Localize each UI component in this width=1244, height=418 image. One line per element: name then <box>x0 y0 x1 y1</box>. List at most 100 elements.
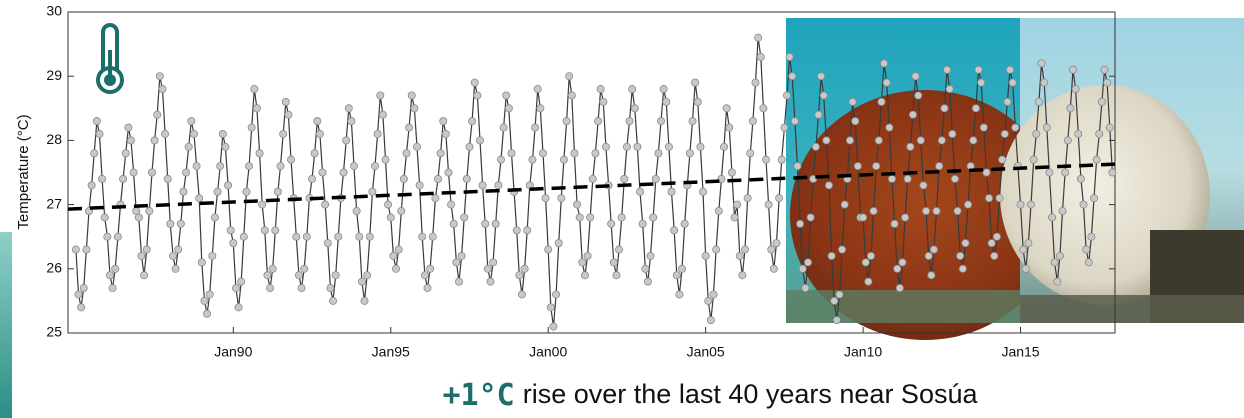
temperature-point <box>95 129 104 138</box>
temperature-point <box>407 91 416 100</box>
temperature-point <box>195 194 204 203</box>
temperature-point <box>730 213 739 222</box>
temperature-point <box>221 142 230 151</box>
temperature-point <box>538 149 547 158</box>
temperature-point <box>355 232 364 241</box>
temperature-point <box>1019 245 1028 254</box>
temperature-point <box>578 258 587 267</box>
temperature-point <box>231 284 240 293</box>
temperature-point <box>528 155 537 164</box>
temperature-point <box>709 290 718 299</box>
temperature-point <box>502 91 511 100</box>
temperature-point <box>814 110 823 119</box>
temperature-point <box>90 149 99 158</box>
temperature-point <box>250 85 259 94</box>
temperature-point <box>449 219 458 228</box>
temperature-point <box>922 207 931 216</box>
temperature-point <box>609 258 618 267</box>
temperature-point <box>680 219 689 228</box>
temperature-point <box>1011 123 1020 132</box>
temperature-point <box>704 296 713 305</box>
temperature-point <box>1103 78 1112 87</box>
temperature-point <box>292 232 301 241</box>
temperature-point <box>460 213 469 222</box>
temperature-point <box>245 162 254 171</box>
temperature-point <box>1006 65 1015 74</box>
temperature-point <box>1066 104 1075 113</box>
thermometer-tube <box>101 23 119 70</box>
temperature-point <box>701 251 710 260</box>
temperature-point <box>780 123 789 132</box>
sea-floor <box>786 290 1020 323</box>
temperature-point <box>113 232 122 241</box>
temperature-point <box>82 245 91 254</box>
temperature-point <box>321 200 330 209</box>
temperature-point <box>205 290 214 299</box>
temperature-point <box>184 142 193 151</box>
x-tick-label: Jan90 <box>214 344 252 360</box>
temperature-point <box>381 155 390 164</box>
temperature-point <box>751 78 760 87</box>
temperature-point <box>772 239 781 248</box>
temperature-point <box>294 271 303 280</box>
temperature-point <box>161 129 170 138</box>
x-tick-label: Jan00 <box>529 344 567 360</box>
temperature-point <box>394 245 403 254</box>
temperature-point <box>494 181 503 190</box>
temperature-point <box>475 136 484 145</box>
temperature-point <box>402 149 411 158</box>
temperature-point <box>882 78 891 87</box>
temperature-point <box>129 168 138 177</box>
temperature-point <box>179 187 188 196</box>
temperature-point <box>643 277 652 286</box>
temperature-point <box>927 271 936 280</box>
temperature-point <box>720 142 729 151</box>
temperature-point <box>557 194 566 203</box>
temperature-point <box>651 174 660 183</box>
temperature-point <box>929 245 938 254</box>
temperature-point <box>801 284 810 293</box>
temperature-point <box>853 162 862 171</box>
temperature-point <box>444 168 453 177</box>
temperature-point <box>454 277 463 286</box>
temperature-point <box>260 226 269 235</box>
temperature-point <box>874 136 883 145</box>
temperature-point <box>914 91 923 100</box>
temperature-point <box>712 245 721 254</box>
temperature-point <box>171 264 180 273</box>
temperature-point <box>633 142 642 151</box>
temperature-point <box>515 271 524 280</box>
temperature-point <box>216 162 225 171</box>
temperature-point <box>187 117 196 126</box>
temperature-point <box>591 149 600 158</box>
temperature-point <box>347 117 356 126</box>
temperature-point <box>869 207 878 216</box>
temperature-point <box>263 271 272 280</box>
temperature-point <box>901 213 910 222</box>
temperature-point <box>741 245 750 254</box>
temperature-point <box>163 174 172 183</box>
temperature-point <box>1000 129 1009 138</box>
temperature-point <box>622 142 631 151</box>
temperature-point <box>559 155 568 164</box>
temperature-point <box>357 277 366 286</box>
temperature-point <box>239 232 248 241</box>
temperature-point <box>827 251 836 260</box>
temperature-point <box>415 181 424 190</box>
temperature-point <box>919 181 928 190</box>
temperature-point <box>1029 155 1038 164</box>
temperature-point <box>985 194 994 203</box>
temperature-point <box>998 155 1007 164</box>
temperature-point <box>203 309 212 318</box>
temperature-point <box>507 149 516 158</box>
temperature-point <box>279 129 288 138</box>
temperature-point <box>796 219 805 228</box>
temperature-point <box>575 213 584 222</box>
temperature-point <box>71 245 80 254</box>
y-tick-label: 30 <box>46 3 62 19</box>
temperature-point <box>546 303 555 312</box>
temperature-point <box>1050 258 1059 267</box>
temperature-point <box>318 168 327 177</box>
temperature-point <box>573 200 582 209</box>
temperature-point <box>767 245 776 254</box>
